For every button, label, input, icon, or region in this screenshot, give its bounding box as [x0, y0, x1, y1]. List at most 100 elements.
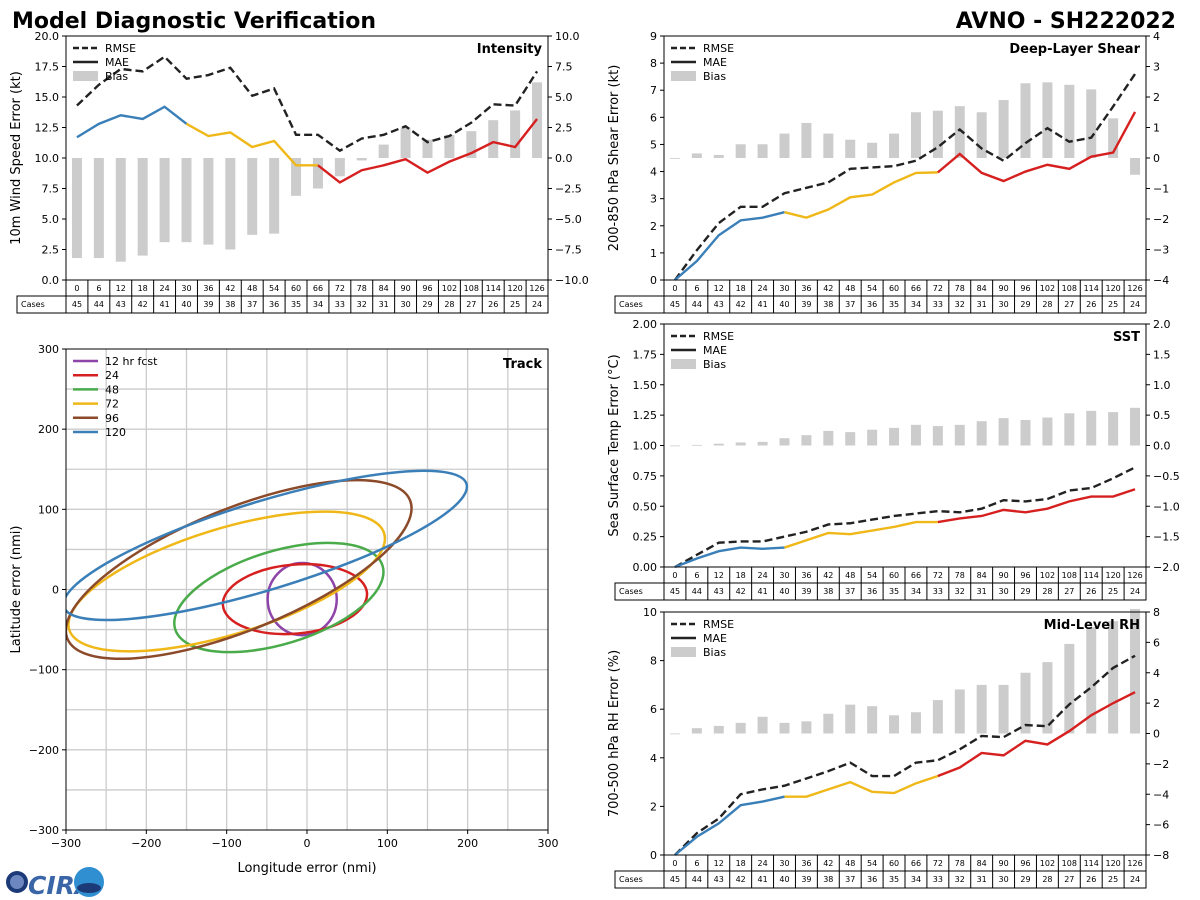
bias-bar — [181, 158, 192, 243]
case-count-cell: 45 — [670, 300, 680, 309]
case-count-cell: 28 — [1042, 300, 1052, 309]
case-count-cell: 40 — [779, 587, 789, 596]
case-count-cell: 39 — [203, 300, 213, 309]
y2-tick-label: −10.0 — [555, 274, 589, 287]
forecast-hour-cell: 102 — [442, 284, 457, 293]
case-count-cell: 27 — [466, 300, 476, 309]
bias-bar — [823, 133, 834, 158]
cases-header-label: Cases — [619, 587, 643, 596]
y-tick-label: 7.5 — [42, 183, 60, 196]
mae-line-segment-2 — [784, 171, 938, 219]
figure-title: Model Diagnostic Verification — [12, 9, 376, 34]
forecast-hour-cell: 0 — [672, 859, 677, 868]
forecast-hour-cell: 18 — [736, 571, 746, 580]
forecast-hour-cell: 78 — [955, 859, 965, 868]
y2-tick-label: −7.5 — [555, 244, 582, 257]
legend-bias-swatch — [671, 359, 696, 369]
bias-bar — [845, 704, 856, 734]
panel-sst: 0.000.250.500.751.001.251.501.752.00−2.0… — [607, 318, 1180, 601]
panel-title: SST — [1113, 330, 1140, 345]
y2-tick-label: 7.5 — [555, 61, 573, 74]
case-count-cell: 36 — [867, 875, 877, 884]
forecast-hour-cell: 48 — [845, 571, 855, 580]
case-count-cell: 38 — [823, 875, 833, 884]
legend-bias-swatch — [73, 71, 98, 81]
error-ellipse-48 — [173, 541, 385, 654]
bias-bar — [691, 728, 702, 734]
legend-mae-label: MAE — [105, 56, 129, 69]
legend-mae-label: MAE — [703, 632, 727, 645]
bias-bar — [757, 716, 768, 734]
forecast-hour-cell: 102 — [1040, 571, 1055, 580]
y-tick-label: −200 — [29, 744, 59, 757]
case-count-cell: 44 — [94, 300, 104, 309]
case-count-cell: 29 — [422, 300, 432, 309]
case-count-cell: 38 — [225, 300, 235, 309]
case-count-cell: 30 — [400, 300, 410, 309]
forecast-hour-cell: 120 — [507, 284, 522, 293]
bias-bar — [998, 100, 1009, 158]
bias-bar — [757, 144, 768, 158]
y2-tick-label: 1.0 — [1153, 379, 1171, 392]
bias-bar — [115, 158, 126, 262]
y-tick-label: 0.50 — [633, 500, 658, 513]
bias-bar — [998, 418, 1009, 446]
case-count-cell: 36 — [269, 300, 279, 309]
forecast-hour-cell: 0 — [672, 571, 677, 580]
bias-bar — [713, 725, 724, 734]
x-tick-label: −200 — [131, 837, 161, 850]
y2-tick-label: −6 — [1153, 819, 1169, 832]
case-count-cell: 24 — [1130, 875, 1140, 884]
forecast-hour-cell: 60 — [291, 284, 301, 293]
case-count-cell: 42 — [138, 300, 148, 309]
case-count-cell: 34 — [313, 300, 323, 309]
storm-id: AVNO - SH222022 — [956, 9, 1176, 34]
rmse-line — [674, 654, 1136, 856]
bias-bar — [713, 154, 724, 158]
case-count-cell: 30 — [998, 587, 1008, 596]
y-tick-label: 0.00 — [633, 561, 658, 574]
bias-bar — [1130, 158, 1141, 175]
bias-bar — [1086, 410, 1097, 446]
case-count-cell: 33 — [933, 587, 943, 596]
y2-tick-label: 0 — [1153, 728, 1160, 741]
legend-label: 12 hr fcst — [105, 355, 158, 368]
x-tick-label: 300 — [538, 837, 559, 850]
y2-tick-label: 5.0 — [555, 91, 573, 104]
y-tick-label: 3 — [650, 193, 657, 206]
y-tick-label: 20.0 — [35, 30, 60, 43]
bias-bar — [954, 424, 965, 446]
forecast-hour-cell: 108 — [1062, 284, 1077, 293]
forecast-hour-cell: 60 — [889, 571, 899, 580]
bias-bar — [334, 158, 345, 177]
cases-header-label: Cases — [21, 300, 45, 309]
forecast-hour-cell: 84 — [379, 284, 389, 293]
y-tick-label: 12.5 — [35, 122, 60, 135]
bias-bar — [312, 158, 323, 189]
bias-bar — [1020, 672, 1031, 734]
bias-bar — [71, 158, 82, 259]
case-count-cell: 24 — [1130, 587, 1140, 596]
forecast-hour-cell: 126 — [529, 284, 544, 293]
y2-tick-label: 0 — [1153, 152, 1160, 165]
y-tick-label: 9 — [650, 30, 657, 43]
case-count-cell: 24 — [532, 300, 542, 309]
y2-tick-label: −4 — [1153, 788, 1169, 801]
forecast-hour-cell: 24 — [757, 284, 767, 293]
bias-bar — [422, 139, 433, 158]
forecast-hour-cell: 24 — [159, 284, 169, 293]
bias-bar — [910, 112, 921, 158]
bias-bar — [779, 438, 790, 446]
y-tick-label: 0.75 — [633, 470, 658, 483]
y2-tick-label: 10.0 — [555, 30, 580, 43]
bias-bar — [203, 158, 214, 245]
legend-rmse-label: RMSE — [703, 42, 734, 55]
case-count-cell: 26 — [1086, 875, 1096, 884]
bias-bar — [1108, 118, 1119, 158]
y-axis-label: 700-500 hPa RH Error (%) — [607, 650, 622, 817]
case-count-cell: 28 — [1042, 587, 1052, 596]
bias-bar — [954, 106, 965, 158]
legend-mae-label: MAE — [703, 56, 727, 69]
case-count-cell: 30 — [998, 300, 1008, 309]
case-count-cell: 41 — [757, 875, 767, 884]
